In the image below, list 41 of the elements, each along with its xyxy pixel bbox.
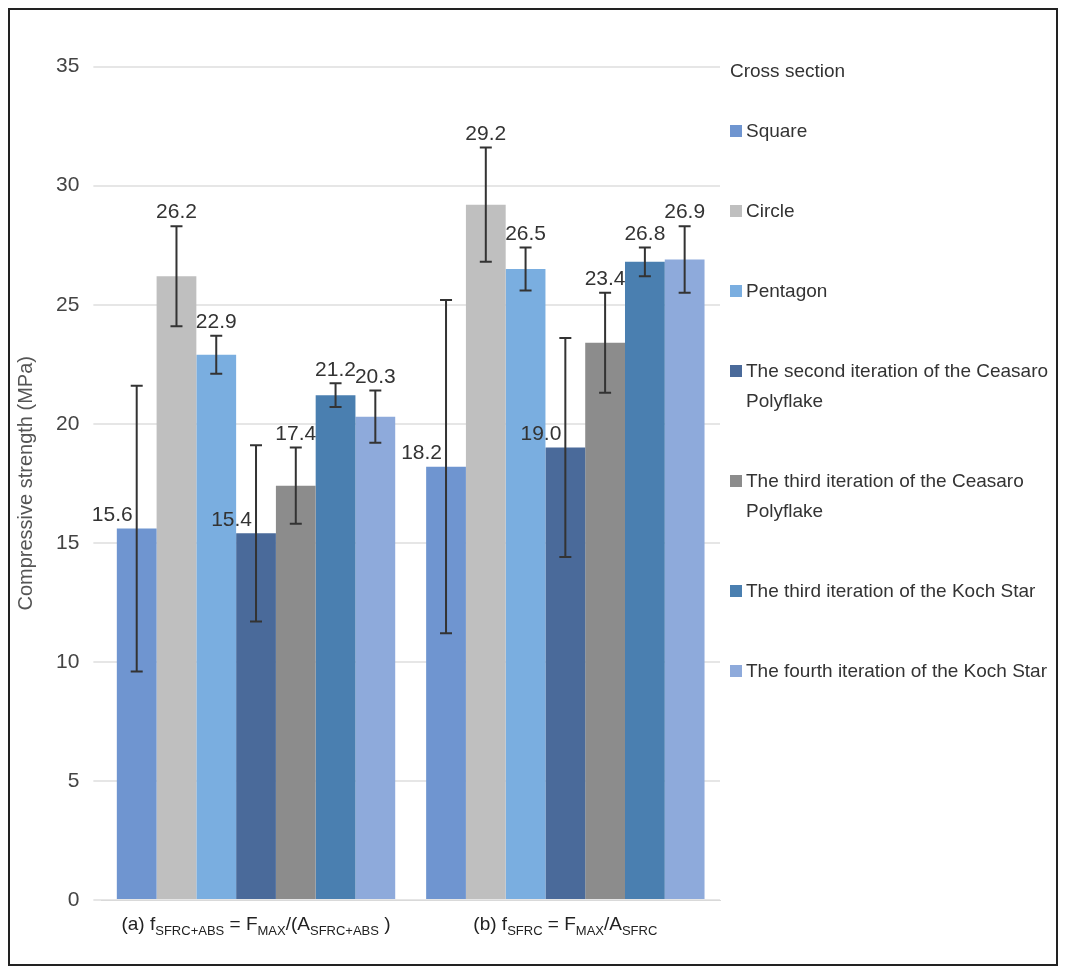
legend-label: Circle <box>746 199 795 223</box>
bar <box>664 259 705 899</box>
data-label: 26.9 <box>664 199 706 223</box>
bar <box>116 528 157 899</box>
data-label: 22.9 <box>195 308 237 332</box>
data-label: 26.5 <box>505 220 547 244</box>
legend-label: The second iteration of the Ceasaro Polyflake <box>746 359 1050 413</box>
bar <box>585 342 625 899</box>
data-label: 23.4 <box>584 266 626 290</box>
bar <box>275 485 316 899</box>
legend-label: The third iteration of the Ceasaro Polyflake <box>746 469 1025 523</box>
data-label: 18.2 <box>401 439 443 463</box>
legend-title: Cross section <box>730 60 847 82</box>
bar <box>465 204 506 899</box>
bar <box>624 261 665 899</box>
y-tick-label: 30 <box>56 172 80 196</box>
legend-label: The third iteration of the Koch Star <box>746 579 1036 603</box>
bar <box>426 466 466 899</box>
y-tick-label: 0 <box>67 886 80 910</box>
legend-label: Pentagon <box>746 279 828 303</box>
legend-label: Square <box>746 119 808 143</box>
y-axis-title: Compressive strength (MPa) <box>13 356 36 611</box>
legend-label: The fourth iteration of the Koch Star <box>746 659 1048 683</box>
y-tick-label: 15 <box>56 529 80 553</box>
data-label: 26.2 <box>156 199 197 223</box>
y-tick-label: 25 <box>56 291 80 315</box>
data-label: 15.6 <box>91 501 133 525</box>
data-label: 26.8 <box>624 220 666 244</box>
bar <box>545 447 586 899</box>
data-label: 20.3 <box>354 363 396 387</box>
data-label: 21.2 <box>315 356 356 380</box>
y-tick-label: 35 <box>56 53 80 77</box>
y-tick-label: 20 <box>56 410 80 434</box>
data-label: 29.2 <box>465 120 507 144</box>
bar <box>236 533 276 899</box>
data-label: 17.4 <box>275 420 317 444</box>
y-tick-label: 10 <box>56 648 80 672</box>
bar <box>355 416 396 899</box>
bar <box>156 276 197 899</box>
bar <box>315 395 356 899</box>
y-tick-label: 5 <box>67 767 80 791</box>
